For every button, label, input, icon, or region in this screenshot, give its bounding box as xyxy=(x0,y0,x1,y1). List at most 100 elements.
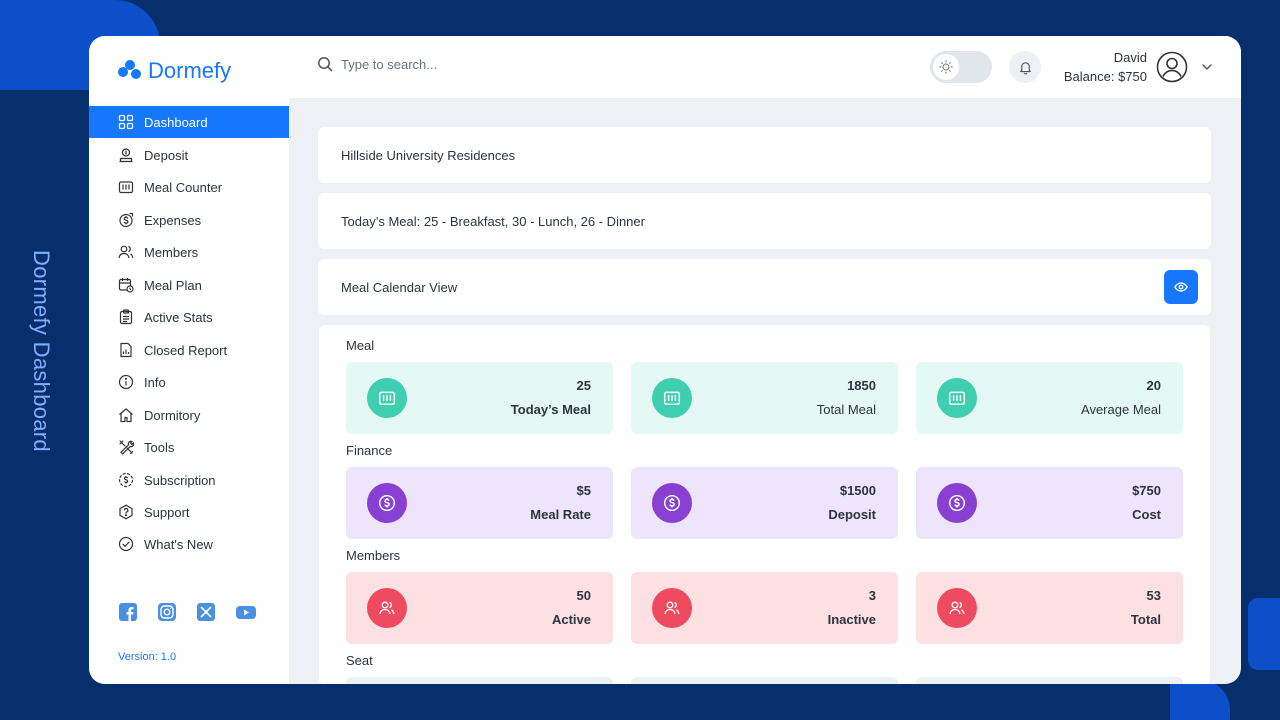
subscription-icon xyxy=(118,472,134,488)
stat-tile-total-meal: 1850 Total Meal xyxy=(631,362,898,434)
stat-value: 20 xyxy=(1146,378,1161,393)
stat-tile-cost: $750 Cost xyxy=(916,467,1183,539)
x-twitter-icon[interactable] xyxy=(197,603,215,621)
stat-tile-average-meal: 20 Average Meal xyxy=(916,362,1183,434)
sidebar-item-meal-plan[interactable]: Meal Plan xyxy=(89,269,289,301)
section-label-meal: Meal xyxy=(346,338,375,353)
stat-label: Total Meal xyxy=(816,402,876,417)
expenses-icon xyxy=(119,212,134,228)
logo[interactable]: Dormefy xyxy=(118,58,231,84)
stat-value: 25 xyxy=(576,378,591,393)
user-info[interactable]: David Balance: $750 xyxy=(1029,48,1147,86)
sidebar-item-label: Support xyxy=(144,504,190,520)
sidebar-item-label: Meal Plan xyxy=(144,277,202,293)
sidebar-item-label: Subscription xyxy=(144,472,216,488)
stat-label: Inactive xyxy=(827,612,876,627)
todays-meal-card: Today’s Meal: 25 - Breakfast, 30 - Lunch… xyxy=(318,193,1211,249)
facebook-icon[interactable] xyxy=(119,603,137,621)
members-icon xyxy=(949,601,965,615)
stat-label: Total xyxy=(1130,612,1161,627)
sidebar-item-label: Dormitory xyxy=(144,407,201,423)
stats-panel: Meal 25 Today’s Meal 1850 Total Meal 20 … xyxy=(319,325,1210,684)
app-version: Version: 1.0 xyxy=(118,651,177,663)
sidebar-item-dashboard[interactable]: Dashboard xyxy=(89,106,289,138)
sidebar-item-info[interactable]: Info xyxy=(89,366,289,398)
counter-icon xyxy=(118,181,134,194)
counter-icon xyxy=(378,391,396,405)
sidebar-item-tools[interactable]: Tools xyxy=(89,431,289,463)
stat-tile-active: 50 Active xyxy=(346,572,613,644)
stat-value: 1850 xyxy=(847,378,876,393)
background-shape xyxy=(1248,598,1280,670)
top-bar: Dormefy David Balance: $750 xyxy=(89,36,1241,98)
theme-toggle[interactable] xyxy=(930,51,992,83)
sidebar-item-label: Info xyxy=(144,374,166,390)
notifications-button[interactable] xyxy=(1009,51,1041,83)
stat-value: $750 xyxy=(1132,483,1161,498)
stat-tile-seat xyxy=(631,677,898,684)
user-balance: Balance: $750 xyxy=(1063,69,1147,84)
search-bar xyxy=(317,56,641,72)
stat-label: Active xyxy=(551,612,591,627)
bell-icon xyxy=(1019,61,1031,74)
section-label-seat: Seat xyxy=(346,653,373,668)
info-icon xyxy=(118,374,134,390)
view-calendar-button[interactable] xyxy=(1164,270,1198,304)
members-icon xyxy=(118,245,134,259)
members-icon xyxy=(379,601,395,615)
sidebar-item-label: Dashboard xyxy=(144,114,208,130)
section-label-members: Members xyxy=(346,548,401,563)
dollar-icon xyxy=(663,494,681,512)
sidebar-item-whats-new[interactable]: What's New xyxy=(89,528,289,560)
social-links xyxy=(119,603,256,621)
sidebar-item-label: Active Stats xyxy=(144,309,213,325)
sidebar-item-active-stats[interactable]: Active Stats xyxy=(89,301,289,333)
stat-tile-seat xyxy=(916,677,1183,684)
sidebar-item-label: Closed Report xyxy=(144,342,228,358)
report-icon xyxy=(120,342,132,358)
home-icon xyxy=(119,408,133,423)
sidebar-item-meal-counter[interactable]: Meal Counter xyxy=(89,171,289,203)
stat-tile-inactive: 3 Inactive xyxy=(631,572,898,644)
sidebar-item-dormitory[interactable]: Dormitory xyxy=(89,399,289,431)
sidebar-item-expenses[interactable]: Expenses xyxy=(89,204,289,236)
stat-value: 53 xyxy=(1146,588,1161,603)
calendar-icon xyxy=(118,278,134,293)
sun-icon xyxy=(939,60,953,74)
app-name: Dormefy xyxy=(148,58,232,83)
search-input[interactable] xyxy=(341,56,641,72)
app-window: Dormefy David Balance: $750 Dashboard xyxy=(89,36,1241,684)
sidebar-item-members[interactable]: Members xyxy=(89,236,289,268)
sidebar-item-deposit[interactable]: Deposit xyxy=(89,139,289,171)
chevron-down-icon[interactable] xyxy=(1200,60,1214,74)
sidebar-item-support[interactable]: Support xyxy=(89,496,289,528)
instagram-icon[interactable] xyxy=(158,603,176,621)
avatar-icon[interactable] xyxy=(1156,51,1188,83)
logo-icon xyxy=(118,60,142,82)
stat-label: Average Meal xyxy=(1081,402,1161,417)
stat-value: $5 xyxy=(576,483,591,498)
todays-meal-summary: Today’s Meal: 25 - Breakfast, 30 - Lunch… xyxy=(341,214,645,229)
youtube-icon[interactable] xyxy=(236,603,256,621)
residence-card: Hillside University Residences xyxy=(318,127,1211,183)
stat-label: Today’s Meal xyxy=(510,402,591,417)
sidebar-item-label: Expenses xyxy=(144,212,202,228)
background-shape xyxy=(1170,680,1230,720)
dollar-icon xyxy=(378,494,396,512)
counter-icon xyxy=(663,391,681,405)
sidebar: Dashboard Deposit Meal Counter Expenses … xyxy=(89,98,289,684)
stat-tile-total: 53 Total xyxy=(916,572,1183,644)
sidebar-item-label: Members xyxy=(144,244,199,260)
grid-icon xyxy=(118,114,134,130)
tools-icon xyxy=(119,440,134,455)
stat-label: Cost xyxy=(1132,507,1161,522)
sidebar-item-closed-report[interactable]: Closed Report xyxy=(89,334,289,366)
stat-value: 3 xyxy=(868,588,876,603)
stat-tile-deposit: $1500 Deposit xyxy=(631,467,898,539)
sidebar-item-subscription[interactable]: Subscription xyxy=(89,464,289,496)
counter-icon xyxy=(948,391,966,405)
stat-label: Deposit xyxy=(828,507,876,522)
meal-calendar-label: Meal Calendar View xyxy=(341,280,458,295)
meal-calendar-card: Meal Calendar View xyxy=(318,259,1211,315)
dollar-icon xyxy=(948,494,966,512)
